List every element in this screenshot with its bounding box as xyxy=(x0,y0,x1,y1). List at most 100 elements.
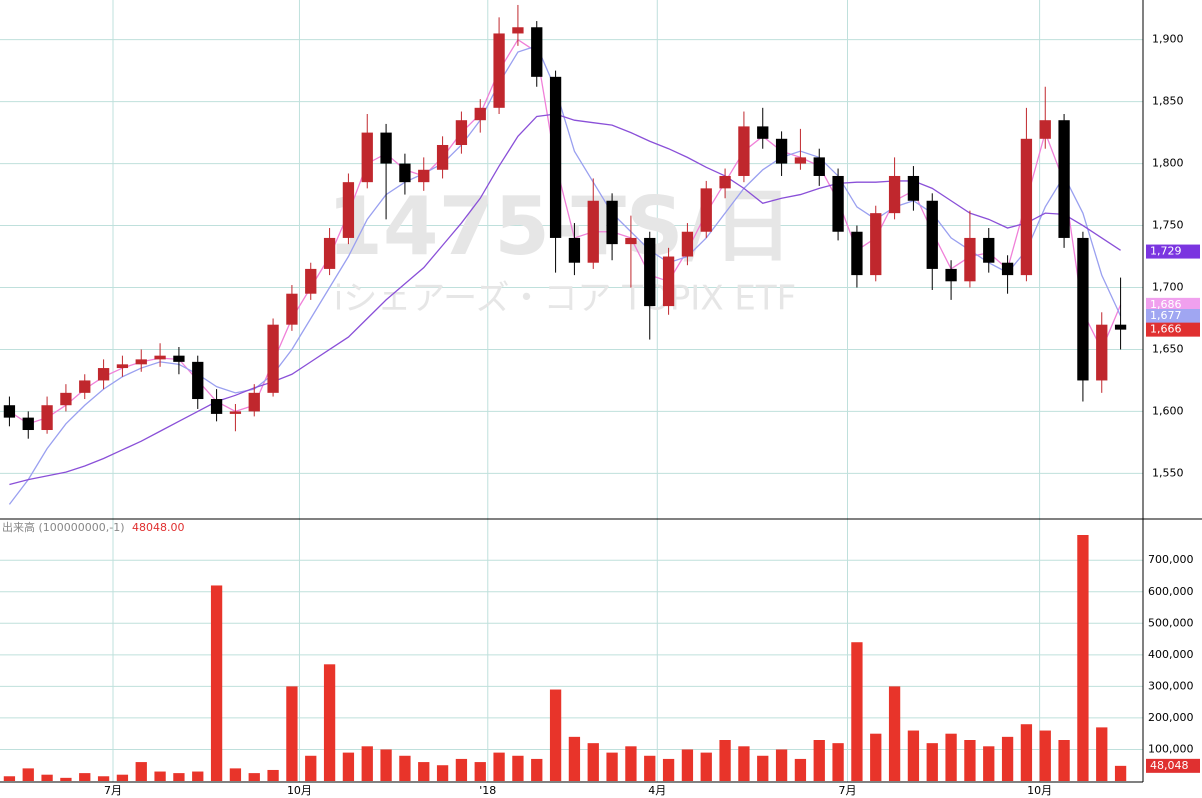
candle-body xyxy=(135,359,147,365)
volume-tag xyxy=(1146,758,1200,773)
candle-body xyxy=(625,237,637,245)
volume-bar xyxy=(3,776,16,781)
x-tick-label: 4月 xyxy=(648,784,666,797)
candle-body xyxy=(97,368,110,381)
volume-bar xyxy=(926,743,938,781)
candle-body xyxy=(323,237,336,269)
x-tick-label: 7月 xyxy=(104,784,122,797)
candle-body xyxy=(418,169,430,183)
volume-bar xyxy=(267,769,279,781)
candle-body xyxy=(681,231,694,257)
volume-tick-label: 600,000 xyxy=(1148,585,1194,598)
candle-body xyxy=(79,380,91,393)
volume-bar xyxy=(210,585,223,781)
volume-bar xyxy=(1077,535,1089,781)
candle-body xyxy=(587,200,599,263)
volume-bar xyxy=(775,749,788,781)
candle-body xyxy=(662,256,675,307)
volume-bar xyxy=(512,755,524,781)
volume-legend: 出来高 (100000000,-1) xyxy=(2,520,125,534)
candle-body xyxy=(22,417,34,431)
candle-body xyxy=(738,126,750,176)
volume-bar xyxy=(662,758,675,781)
price-tag xyxy=(1146,244,1200,259)
volume-bar xyxy=(436,765,449,781)
volume-bar xyxy=(1020,724,1033,781)
x-tick-label: 10月 xyxy=(1027,784,1052,797)
candle-body xyxy=(549,76,562,238)
candle-body xyxy=(775,138,788,164)
volume-bar xyxy=(738,746,750,781)
volume-bar xyxy=(248,773,260,781)
candle-body xyxy=(493,33,505,108)
volume-bar xyxy=(531,758,543,781)
x-tick-label: 10月 xyxy=(287,784,312,797)
volume-bar xyxy=(1114,765,1127,781)
volume-bar xyxy=(719,740,731,781)
candle-body xyxy=(1001,262,1014,276)
candle-body xyxy=(870,213,882,276)
volume-bar xyxy=(794,758,807,781)
candle-body xyxy=(757,126,769,139)
candle-body xyxy=(229,411,242,414)
candle-body xyxy=(531,27,543,77)
candle-body xyxy=(907,175,920,201)
price-tag xyxy=(1146,297,1200,312)
candle-body xyxy=(342,182,355,238)
volume-bar xyxy=(606,752,618,781)
volume-bar xyxy=(625,746,637,781)
volume-bar xyxy=(964,740,976,781)
x-tick-label: 7月 xyxy=(839,784,857,797)
volume-bar xyxy=(342,752,355,781)
volume-bar xyxy=(474,762,486,781)
volume-tick-label: 700,000 xyxy=(1148,553,1194,566)
candle-body xyxy=(945,268,957,282)
volume-bar xyxy=(644,755,656,781)
volume-bar xyxy=(323,664,336,781)
volume-bar xyxy=(493,752,505,781)
watermark-subtitle: iシェアーズ・コア TOPIX ETF xyxy=(334,279,796,319)
volume-bar xyxy=(418,762,430,781)
volume-tick-label: 400,000 xyxy=(1148,648,1194,661)
candle-body xyxy=(1020,138,1033,276)
volume-bar xyxy=(305,755,317,781)
volume-bar xyxy=(870,733,882,781)
candle-body xyxy=(606,200,618,245)
candle-body xyxy=(926,200,938,269)
y-tick-label: 1,800 xyxy=(1152,157,1184,170)
candle-body xyxy=(512,27,524,34)
volume-bar xyxy=(455,758,468,781)
candle-body xyxy=(851,231,863,276)
volume-tag-label: 48,048 xyxy=(1150,759,1189,772)
volume-bar xyxy=(135,762,147,781)
candle-body xyxy=(1058,120,1070,238)
volume-bar xyxy=(549,689,562,781)
volume-bar xyxy=(757,755,769,781)
volume-bar xyxy=(945,733,957,781)
candle-body xyxy=(173,355,185,362)
volume-bar xyxy=(286,686,298,781)
volume-bar xyxy=(97,776,110,781)
volume-bar xyxy=(1058,740,1070,781)
candle-body xyxy=(399,163,411,183)
volume-bar xyxy=(60,777,72,781)
candle-body xyxy=(116,364,129,369)
y-tick-label: 1,850 xyxy=(1152,95,1184,108)
volume-bar xyxy=(192,771,204,781)
candle-body xyxy=(380,132,392,164)
volume-bar xyxy=(22,768,34,781)
moving-average-line xyxy=(9,113,1121,486)
candle-body xyxy=(474,107,486,121)
candle-body xyxy=(1114,324,1127,330)
candle-body xyxy=(983,237,995,263)
y-tick-label: 1,750 xyxy=(1152,219,1184,232)
volume-bar xyxy=(41,774,53,781)
candle-body xyxy=(719,175,731,189)
candle-body xyxy=(832,175,844,232)
volume-bar xyxy=(173,773,185,781)
candle-body xyxy=(455,120,468,145)
volume-bar xyxy=(587,743,599,781)
candle-body xyxy=(436,144,449,170)
volume-bar xyxy=(832,743,844,781)
price-tag xyxy=(1146,322,1200,337)
